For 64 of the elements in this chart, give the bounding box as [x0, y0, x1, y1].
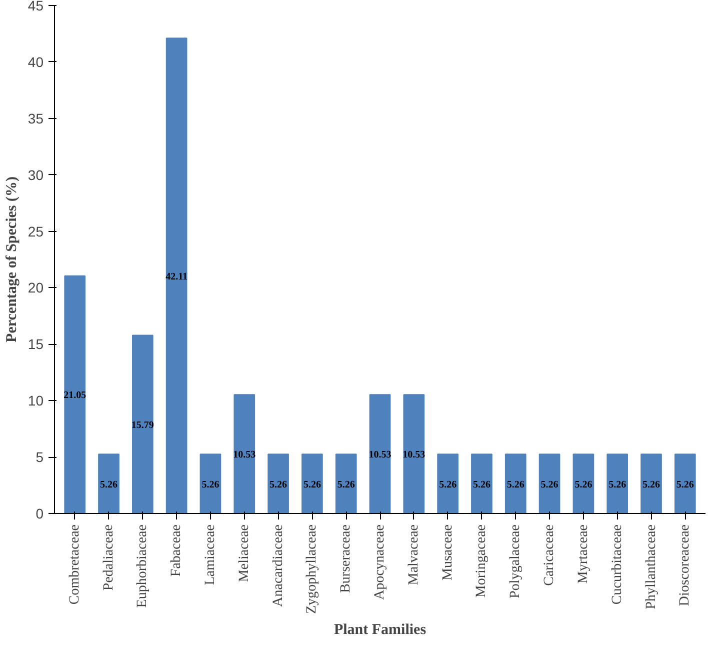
bar: [606, 454, 628, 514]
data-label: 5.26: [574, 479, 592, 490]
bar: [572, 454, 594, 514]
x-tick-label: Musaceae: [440, 524, 456, 580]
x-axis-title: Plant Families: [334, 622, 426, 638]
bar: [403, 394, 425, 514]
x-tick-label: Burseraceae: [338, 524, 354, 593]
y-tick-label: 5: [36, 449, 44, 466]
y-tick-label: 10: [28, 392, 44, 409]
bar: [268, 454, 289, 514]
bar: [538, 454, 560, 514]
data-label: 15.79: [131, 420, 154, 431]
bar: [504, 454, 526, 514]
x-tick-label: Meliaceae: [236, 524, 252, 582]
y-tick-label: 30: [28, 166, 44, 183]
y-axis-title: Percentage of Species (%): [4, 176, 20, 342]
x-tick-label: Combretaceae: [67, 524, 82, 605]
x-tick-label: Myrtaceae: [576, 524, 591, 584]
y-tick-label: 15: [28, 336, 44, 352]
x-tick-label: Zygophyllaceae: [304, 524, 320, 614]
data-label: 5.26: [100, 479, 118, 490]
data-label: 5.26: [439, 479, 457, 490]
bar: [335, 454, 357, 514]
y-tick-label: 25: [28, 223, 44, 240]
y-tick-label: 35: [28, 110, 44, 126]
x-tick-label: Moringaceae: [474, 524, 490, 598]
data-label: 5.26: [540, 479, 558, 490]
data-label: 5.26: [506, 479, 524, 490]
data-label: 5.26: [270, 479, 288, 490]
x-tick-label: Fabaceae: [169, 524, 184, 577]
bar: [437, 454, 458, 514]
data-label: 5.26: [303, 479, 321, 490]
x-tick-label: Cucurbitaceae: [610, 524, 625, 605]
bar: [132, 334, 154, 514]
data-label: 5.26: [337, 479, 355, 490]
bar: [64, 275, 86, 514]
x-tick-label: Polygalaceae: [508, 524, 524, 598]
bar: [200, 454, 222, 514]
bar: [640, 454, 662, 514]
y-tick-label: 40: [28, 54, 44, 70]
y-tick-label: 45: [28, 0, 44, 14]
data-label: 5.26: [642, 479, 660, 490]
bar: [98, 454, 120, 514]
x-tick-label: Apocynaceae: [372, 524, 388, 600]
x-tick-label: Euphorbiaceae: [135, 524, 150, 608]
bar: [234, 394, 256, 514]
x-tick-label: Caricaceae: [542, 524, 558, 586]
x-tick-label: Phyllanthaceae: [644, 524, 659, 610]
bar: [674, 454, 696, 514]
x-tick-label: Anacardiaceae: [270, 524, 286, 607]
y-tick-label: 0: [36, 506, 44, 522]
x-tick-label: Malvaceae: [406, 524, 422, 586]
bar: [302, 454, 323, 514]
data-label: 5.26: [202, 479, 220, 490]
bar: [471, 454, 492, 514]
bar: [166, 38, 188, 514]
data-label: 5.26: [676, 479, 694, 490]
data-label: 5.26: [608, 479, 626, 490]
bar: [369, 394, 391, 514]
data-label: 5.26: [472, 479, 490, 490]
x-tick-label: Lamiaceae: [202, 524, 218, 586]
x-tick-label: Dioscoreaceae: [678, 524, 693, 606]
y-tick-label: 20: [28, 280, 44, 296]
x-tick-label: Pedaliaceae: [101, 524, 116, 591]
